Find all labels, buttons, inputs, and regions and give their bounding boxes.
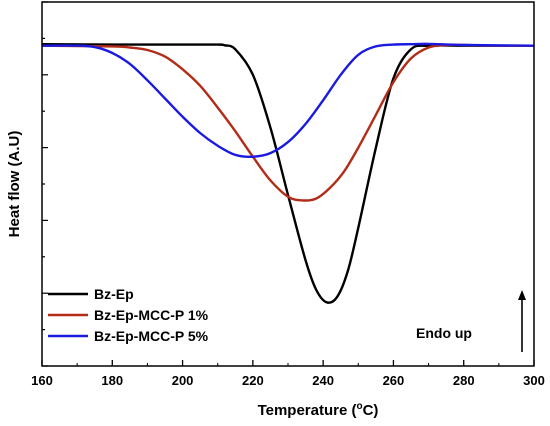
x-tick-label: 200 [172, 373, 194, 388]
x-axis-ticks: 160 180 200 220 240 260 280 300 [31, 360, 545, 388]
x-tick-label: 300 [523, 373, 545, 388]
x-tick-label: 220 [242, 373, 264, 388]
endo-up-annotation: Endo up [416, 290, 526, 352]
x-axis-title-main: Temperature ( [258, 402, 357, 419]
x-tick-label: 240 [312, 373, 334, 388]
legend-label-3: Bz-Ep-MCC-P 5% [94, 328, 209, 344]
x-tick-label: 280 [453, 373, 475, 388]
x-axis-title-degree: o [356, 401, 362, 412]
y-axis-title: Heat flow (A.U) [6, 131, 23, 238]
legend: Bz-Ep Bz-Ep-MCC-P 1% Bz-Ep-MCC-P 5% [48, 286, 209, 344]
x-tick-label: 160 [31, 373, 53, 388]
x-axis-title: Temperature (oC) [258, 401, 379, 419]
x-axis-title-unit: C) [363, 402, 379, 419]
legend-label-2: Bz-Ep-MCC-P 1% [94, 307, 209, 323]
y-axis-ticks [42, 1, 48, 367]
x-tick-label: 180 [101, 373, 123, 388]
legend-label-1: Bz-Ep [94, 286, 134, 302]
series-line-3 [41, 42, 535, 158]
series-line-1 [41, 43, 534, 304]
x-tick-label: 260 [383, 373, 405, 388]
series-lines [41, 42, 535, 304]
endo-up-label: Endo up [416, 325, 472, 341]
series-line-2 [41, 43, 535, 202]
endo-up-arrow-head [518, 290, 526, 300]
